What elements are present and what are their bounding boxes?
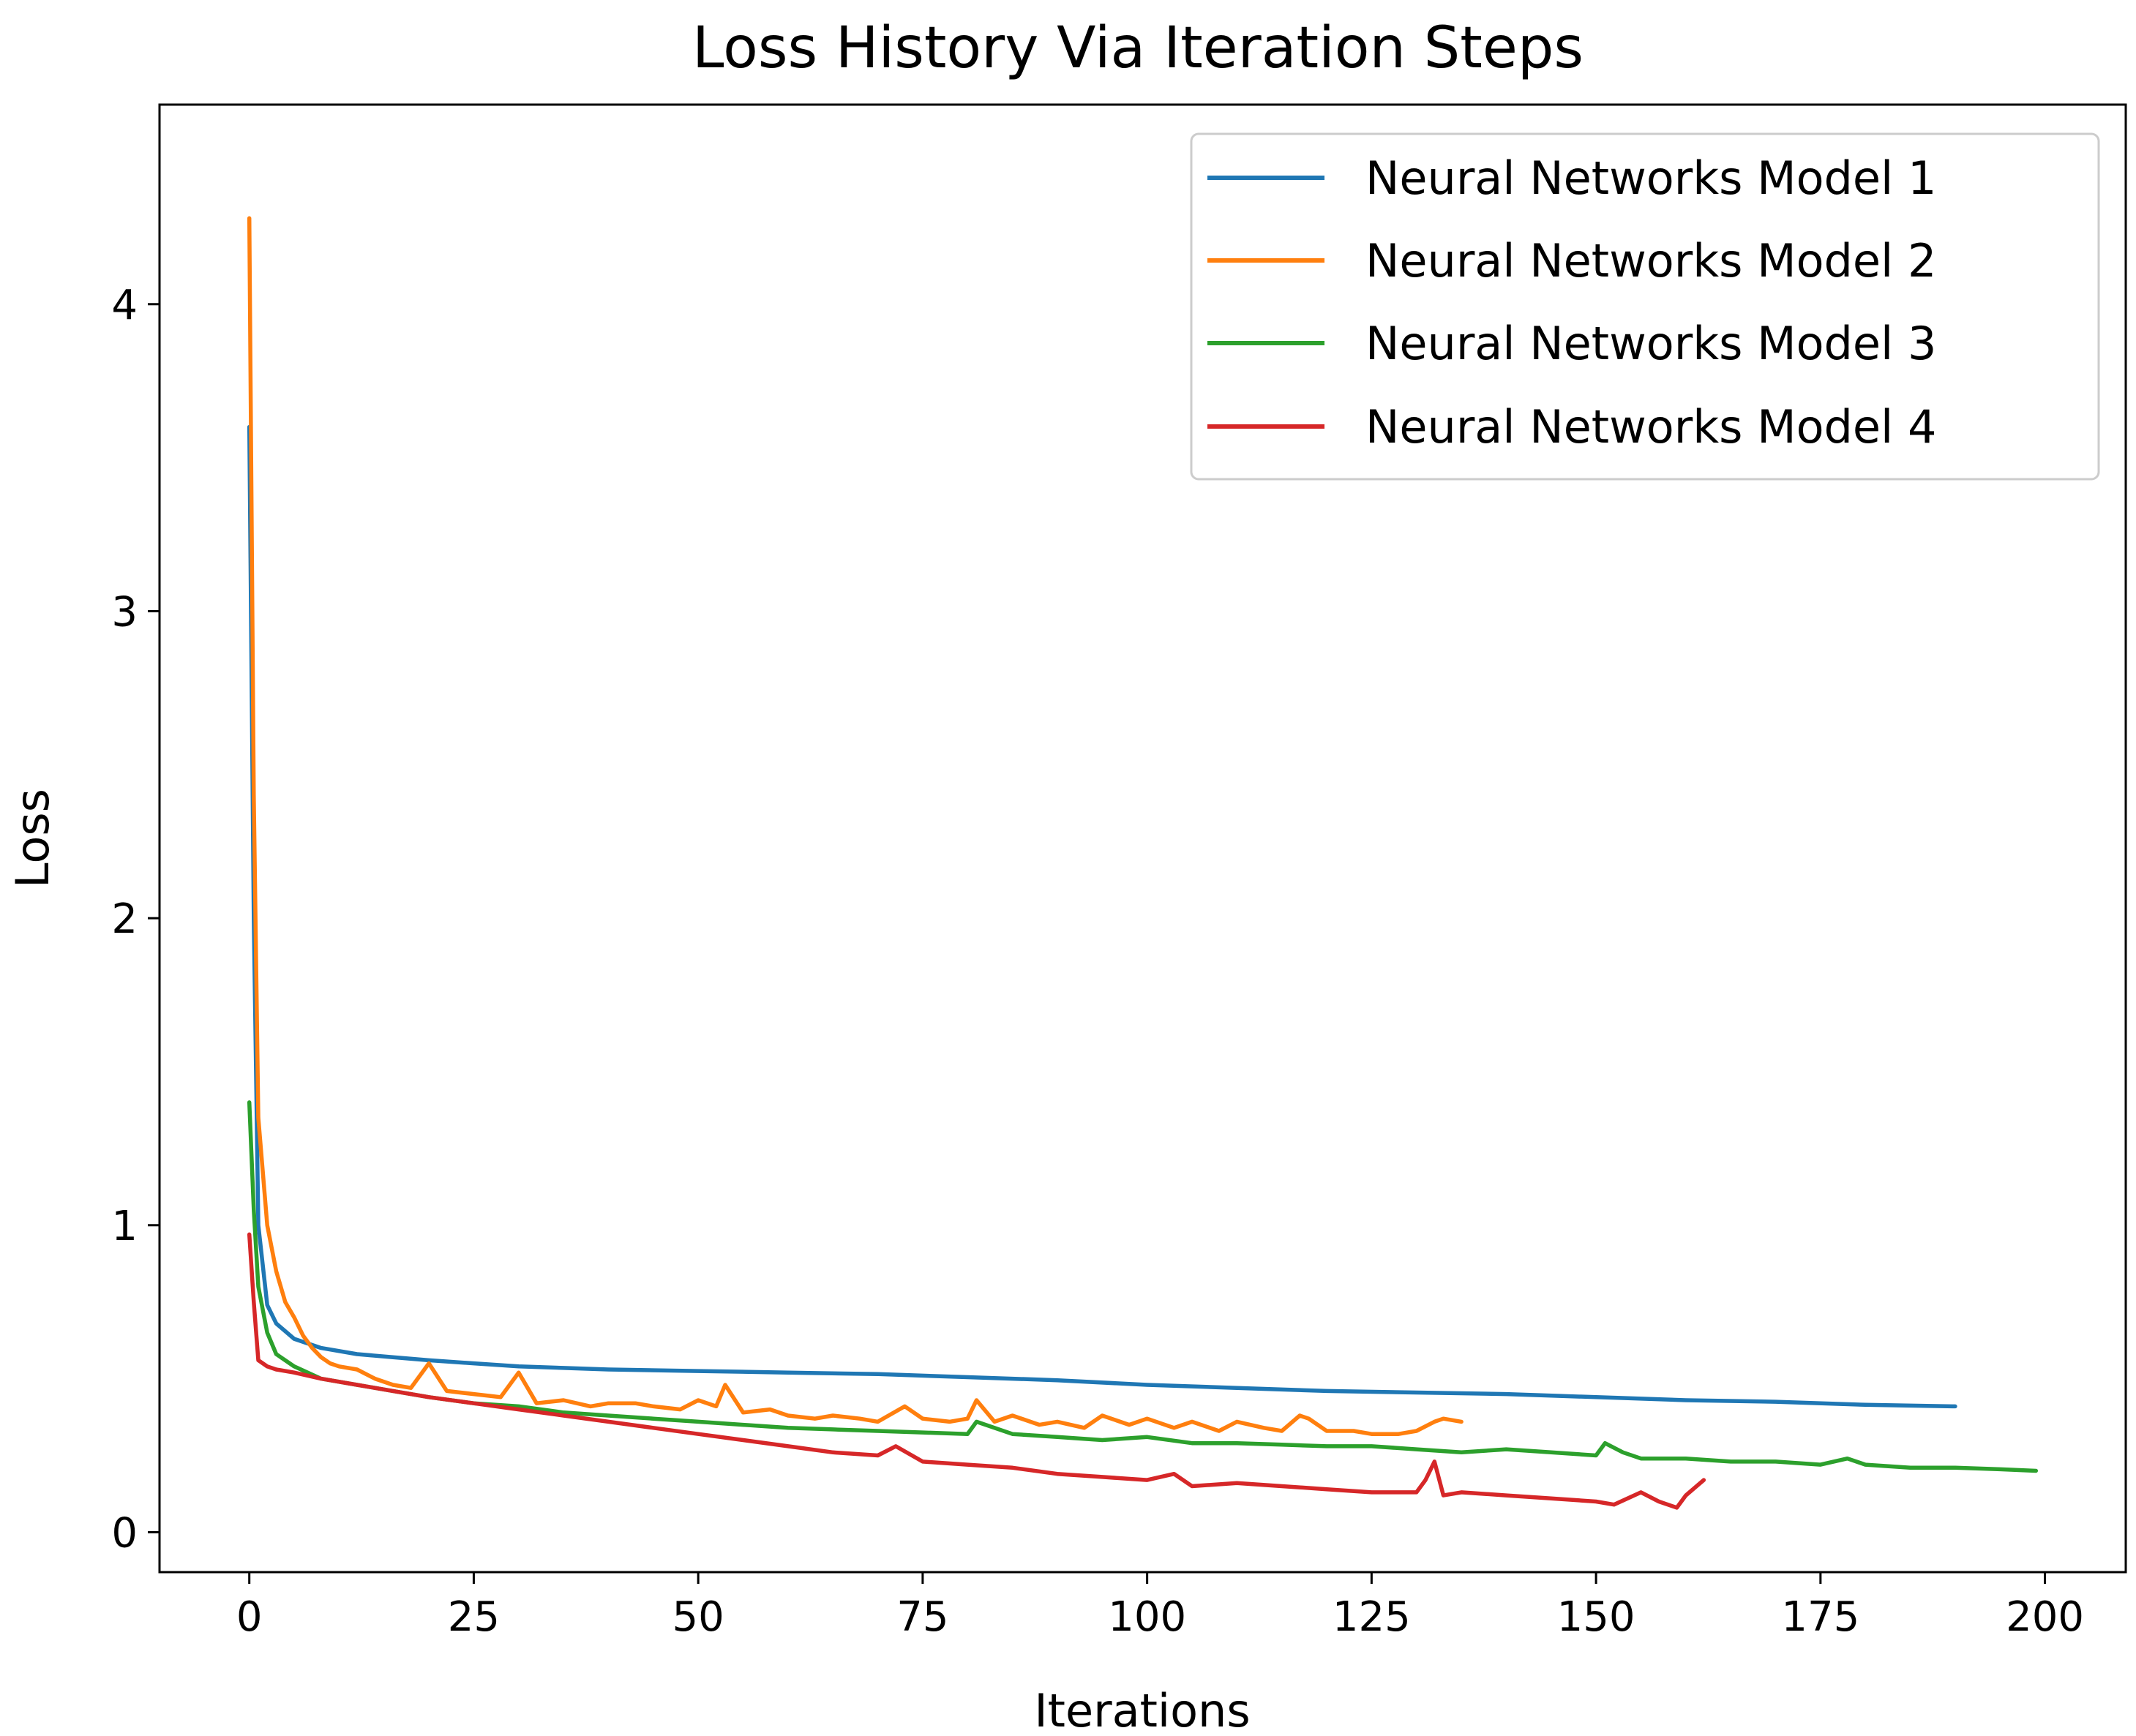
chart-title: Loss History Via Iteration Steps <box>692 15 1584 81</box>
x-tick-label-50: 50 <box>672 1593 724 1641</box>
x-axis-label: Iterations <box>1034 1684 1250 1736</box>
x-tick-label-25: 25 <box>448 1593 500 1641</box>
x-tick-label-75: 75 <box>896 1593 948 1641</box>
x-tick-label-125: 125 <box>1333 1593 1411 1641</box>
legend-entry-model-1: Neural Networks Model 1 <box>1207 151 1936 205</box>
legend-entry-model-3: Neural Networks Model 3 <box>1207 317 1936 370</box>
y-tick-label-1: 1 <box>111 1203 138 1250</box>
y-axis-ticks: 0 1 2 3 4 <box>111 282 160 1557</box>
series-layer <box>247 216 2039 1510</box>
series-line-model-2 <box>247 216 1464 1436</box>
x-tick-label-200: 200 <box>2006 1593 2084 1641</box>
legend-box <box>1190 132 2100 481</box>
x-tick-label-100: 100 <box>1108 1593 1186 1641</box>
x-tick-label-0: 0 <box>236 1593 263 1641</box>
x-axis-ticks: 0 25 50 75 100 125 150 175 200 <box>236 1572 2084 1641</box>
y-tick-label-2: 2 <box>111 895 138 943</box>
legend-label-model-1: Neural Networks Model 1 <box>1365 151 1936 205</box>
y-axis-label: Loss <box>6 789 59 888</box>
y-tick-label-0: 0 <box>111 1509 138 1557</box>
legend-label-model-3: Neural Networks Model 3 <box>1365 317 1936 370</box>
series-line-model-4 <box>247 1232 1706 1510</box>
legend-label-model-4: Neural Networks Model 4 <box>1365 400 1936 454</box>
y-tick-label-3: 3 <box>111 588 138 636</box>
legend-entry-model-2: Neural Networks Model 2 <box>1207 234 1936 288</box>
y-tick-label-4: 4 <box>111 282 138 329</box>
plot-area-frame <box>158 103 2127 1574</box>
legend: Neural Networks Model 1 Neural Networks … <box>1190 132 2100 481</box>
x-tick-label-150: 150 <box>1557 1593 1635 1641</box>
x-tick-label-175: 175 <box>1781 1593 1859 1641</box>
legend-label-model-2: Neural Networks Model 2 <box>1365 234 1936 288</box>
series-line-model-1 <box>247 424 1957 1409</box>
legend-entry-model-4: Neural Networks Model 4 <box>1207 400 1936 454</box>
